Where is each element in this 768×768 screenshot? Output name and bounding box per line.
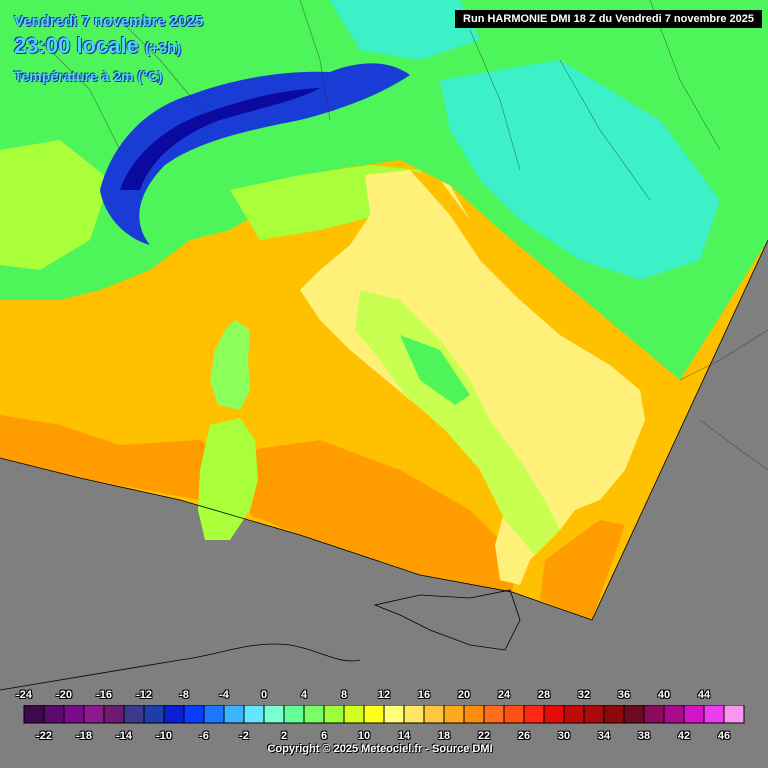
legend-swatch (163, 705, 185, 724)
legend-swatch (583, 705, 605, 724)
legend-swatch (303, 705, 325, 724)
legend-swatch (283, 705, 305, 724)
legend-bottom-label: 10 (357, 730, 371, 742)
legend-swatch (183, 705, 205, 724)
legend-bottom-label: -22 (36, 730, 52, 742)
legend-swatch (123, 705, 145, 724)
legend-top-label: 28 (537, 689, 551, 701)
legend-swatch (523, 705, 545, 724)
land-lowland-west (0, 140, 110, 270)
legend-swatch (23, 705, 45, 724)
legend-swatch (43, 705, 65, 724)
legend-top-label: 36 (617, 689, 631, 701)
legend-top-label: 12 (377, 689, 391, 701)
legend-top-label: -4 (219, 689, 229, 701)
adriatic-sea (410, 170, 660, 390)
legend-swatch (83, 705, 105, 724)
apennines-core (400, 335, 470, 405)
legend-swatch (203, 705, 225, 724)
sea-warm-west (0, 415, 250, 500)
legend-swatch (343, 705, 365, 724)
legend-swatch (223, 705, 245, 724)
legend-swatch (643, 705, 665, 724)
time-offset: (+3h) (144, 40, 182, 57)
legend-bottom-label: 46 (717, 730, 731, 742)
copyright: Copyright © 2025 Meteociel.fr - Source D… (267, 743, 493, 755)
africa-coast (0, 643, 361, 691)
legend-swatch (423, 705, 445, 724)
time-value: 23:00 locale (14, 33, 139, 58)
forecast-time: 23:00 locale (+3h) (14, 33, 181, 59)
legend-bottom-label: 38 (637, 730, 651, 742)
land-cool-east (440, 60, 720, 280)
legend-top-label: -24 (16, 689, 32, 701)
legend-swatch (403, 705, 425, 724)
legend-swatch (663, 705, 685, 724)
legend-top-label: 32 (577, 689, 591, 701)
legend-swatch (543, 705, 565, 724)
legend-top-label: 0 (260, 689, 268, 701)
sea-warm-tyrrhenian (250, 440, 520, 592)
legend-swatch (463, 705, 485, 724)
legend-swatch (563, 705, 585, 724)
legend-bottom-label: -10 (156, 730, 172, 742)
land-cool-north (330, 0, 480, 60)
legend-top-label: -8 (179, 689, 189, 701)
alps-peaks (120, 88, 320, 190)
legend-bottom-label: 6 (320, 730, 328, 742)
alps-range (100, 63, 410, 245)
legend-swatch (603, 705, 625, 724)
legend-swatch (383, 705, 405, 724)
legend-bar (23, 705, 745, 724)
legend-swatch (143, 705, 165, 724)
legend-top-label: 44 (697, 689, 711, 701)
sicily (373, 589, 521, 651)
legend-swatch (103, 705, 125, 724)
borders (39, 0, 768, 471)
legend-bottom-label: -14 (116, 730, 132, 742)
forecast-date: Vendredi 7 novembre 2025 (14, 13, 204, 30)
legend-swatch (323, 705, 345, 724)
legend-bottom-label: 42 (677, 730, 691, 742)
legend-top-label: 8 (340, 689, 348, 701)
legend-bottom-label: 34 (597, 730, 611, 742)
legend-top-label: 24 (497, 689, 511, 701)
legend-swatch (623, 705, 645, 724)
legend-swatch (363, 705, 385, 724)
legend-bottom-label: 2 (280, 730, 288, 742)
legend-swatch (723, 705, 745, 724)
legend-bottom-label: -2 (239, 730, 249, 742)
legend-top-label: 40 (657, 689, 671, 701)
legend-bottom-label: 14 (397, 730, 411, 742)
legend-bottom-label: 26 (517, 730, 531, 742)
legend-top-label: -20 (56, 689, 72, 701)
legend-swatch (483, 705, 505, 724)
legend-bottom-label: -6 (199, 730, 209, 742)
domain-edge (0, 239, 768, 621)
italy-peninsula (300, 170, 645, 585)
legend-top-label: -12 (136, 689, 152, 701)
legend-bottom-label: 22 (477, 730, 491, 742)
legend-swatch (243, 705, 265, 724)
legend-swatch (503, 705, 525, 724)
legend-swatch (263, 705, 285, 724)
legend-top-label: 4 (300, 689, 308, 701)
legend-top-label: -16 (96, 689, 112, 701)
legend-swatch (683, 705, 705, 724)
legend-bottom-label: -18 (76, 730, 92, 742)
apennines (355, 290, 560, 555)
corsica (210, 320, 250, 410)
color-legend: -24 -20 -16 -12 -8 -4 0 4 8 12 16 20 24 28 32 36 40 44 -2… (0, 685, 768, 768)
sea-warm-ionian (540, 520, 625, 620)
legend-swatch (703, 705, 725, 724)
legend-swatch (63, 705, 85, 724)
legend-bottom-label: 18 (437, 730, 451, 742)
variable-label: Température à 2m (°C) (14, 68, 163, 84)
legend-top-label: 20 (457, 689, 471, 701)
legend-swatch (443, 705, 465, 724)
run-info: Run HARMONIE DMI 18 Z du Vendredi 7 nove… (455, 10, 762, 28)
legend-top-label: 16 (417, 689, 431, 701)
legend-bottom-label: 30 (557, 730, 571, 742)
